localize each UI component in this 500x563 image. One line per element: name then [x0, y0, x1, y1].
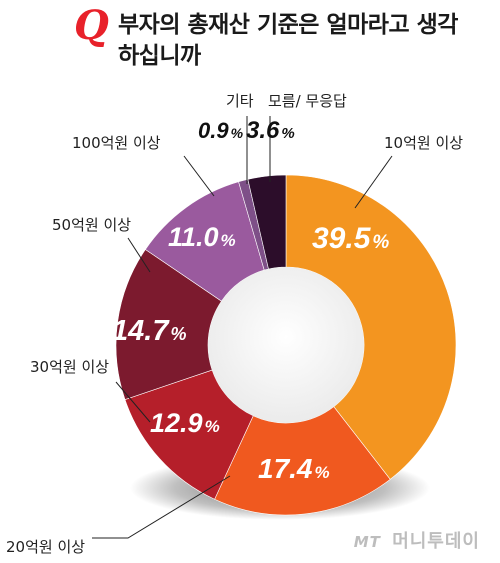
- category-label-1: 10억원 이상: [384, 134, 463, 152]
- watermark-mark: MT: [353, 533, 381, 551]
- category-label-4: 50억원 이상: [52, 216, 131, 234]
- watermark: MT 머니투데이: [354, 527, 480, 553]
- leader-line-4: [127, 237, 151, 273]
- value-label-1: 39.5%: [312, 222, 389, 255]
- leader-line-3: [115, 381, 151, 423]
- watermark-text: 머니투데이: [392, 531, 480, 552]
- slice-2: [214, 406, 391, 516]
- value-label-2: 17.4%: [258, 453, 330, 484]
- leader-line-2: [92, 475, 231, 539]
- value-label-4: 14.7%: [112, 315, 186, 347]
- category-label-2: 20억원 이상: [6, 538, 85, 556]
- chart-title: 부자의 총재산 기준은 얼마라고 생각하십니까: [118, 12, 458, 69]
- category-label-6: 기타: [226, 92, 254, 110]
- value-label-3: 12.9%: [150, 408, 220, 438]
- slice-1: [285, 174, 457, 480]
- category-label-7: 모름/ 무응답: [268, 92, 347, 110]
- header: Q 부자의 총재산 기준은 얼마라고 생각하십니까: [0, 0, 500, 80]
- value-label-7: 3.6%: [246, 117, 295, 144]
- category-label-3: 30억원 이상: [30, 358, 109, 376]
- leader-line-5: [183, 155, 215, 197]
- leader-line-1: [354, 155, 393, 209]
- category-label-5: 100억원 이상: [72, 134, 161, 152]
- value-label-5: 11.0%: [168, 222, 236, 252]
- value-label-6: 0.9%: [198, 118, 244, 143]
- q-icon: Q: [74, 2, 109, 49]
- donut-hole: [208, 267, 364, 423]
